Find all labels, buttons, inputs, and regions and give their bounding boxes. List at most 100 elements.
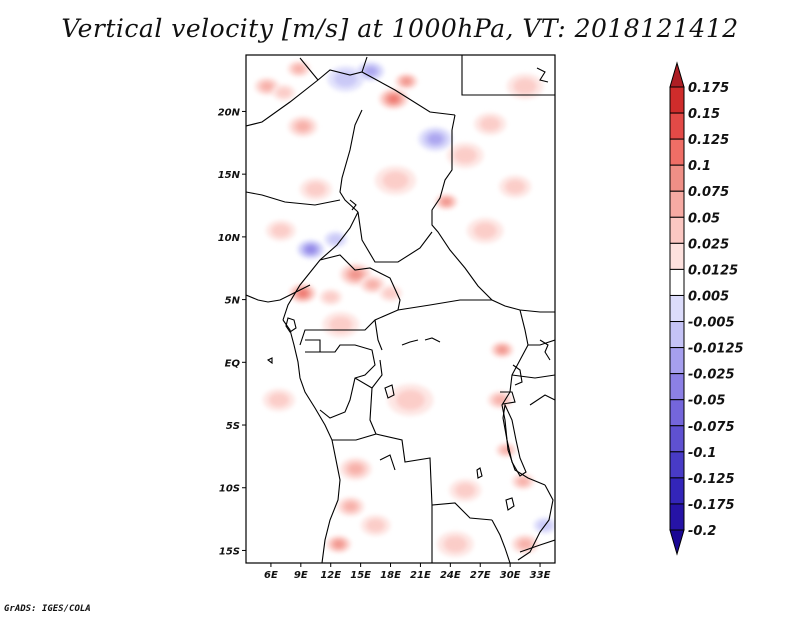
velocity-patch <box>329 316 352 333</box>
velocity-patch <box>455 483 476 498</box>
border-line <box>379 454 396 471</box>
colorbar-swatch <box>669 425 685 453</box>
colorbar-top-arrow <box>669 61 685 88</box>
colorbar-swatch <box>669 503 685 531</box>
footer-credit: GrADS: IGES/COLA <box>4 604 91 614</box>
velocity-patch <box>383 288 398 299</box>
velocity-patch <box>298 290 307 297</box>
border-line <box>305 344 376 419</box>
velocity-patch <box>442 198 451 205</box>
velocity-patch <box>305 182 326 197</box>
velocity-patch <box>480 117 501 131</box>
colorbar-swatch <box>669 347 685 375</box>
coastline <box>282 319 341 563</box>
y-tick-label: 10N <box>218 233 241 244</box>
y-tick-label: EQ <box>225 358 241 369</box>
y-tick-label: 15N <box>218 170 241 181</box>
y-tick-label: 5S <box>226 421 240 432</box>
border-line <box>511 374 555 379</box>
border-line <box>354 359 383 389</box>
border-line <box>357 211 433 263</box>
coastline <box>424 337 441 343</box>
coastline <box>349 199 357 211</box>
colorbar-swatch <box>669 268 685 296</box>
velocity-patch <box>366 280 379 289</box>
colorbar-label: -0.1 <box>688 446 716 461</box>
velocity-patch <box>323 292 338 302</box>
x-tick-label: 30E <box>500 570 521 581</box>
velocity-patch <box>261 82 273 91</box>
velocity-patch <box>296 121 310 132</box>
colorbar-swatch <box>669 138 685 166</box>
y-axis-ticks: 20N 15N 10N 5N EQ 5S 10S 15S <box>218 107 246 557</box>
border-line <box>529 394 555 406</box>
colorbar-label: -0.005 <box>688 316 735 331</box>
velocity-patch <box>366 518 385 532</box>
velocity-patch <box>427 133 444 145</box>
velocity-patch <box>402 78 411 85</box>
colorbar-swatch <box>669 373 685 401</box>
border-line <box>461 55 555 96</box>
colorbar-label: 0.005 <box>688 289 729 304</box>
velocity-patch <box>334 541 344 548</box>
border-line <box>299 254 401 346</box>
velocity-patch <box>344 502 357 511</box>
colorbar-swatch <box>669 477 685 505</box>
coastline <box>476 467 483 479</box>
border-line <box>305 339 321 353</box>
colorbar-swatch <box>669 190 685 218</box>
border-line <box>517 484 554 561</box>
colorbar-label: -0.05 <box>688 394 725 409</box>
velocity-patch <box>498 346 507 353</box>
coastline <box>502 403 527 477</box>
x-tick-label: 18E <box>380 570 401 581</box>
velocity-patch <box>348 463 363 474</box>
colorbar-swatch <box>669 294 685 323</box>
colorbar-swatch <box>669 164 685 192</box>
coastline <box>539 339 551 361</box>
x-tick-label: 21E <box>410 570 431 581</box>
colorbar-swatch <box>669 321 685 349</box>
coastline <box>401 339 419 346</box>
border-line <box>375 433 493 521</box>
page-title: Vertical velocity [m/s] at 1000hPa, VT: … <box>61 14 739 43</box>
velocity-patch <box>350 270 362 279</box>
velocity-patch <box>518 539 532 549</box>
coastline <box>512 364 523 386</box>
border-line <box>519 539 555 553</box>
colorbar-label: 0.1 <box>688 159 711 174</box>
y-tick-label: 20N <box>218 107 241 118</box>
colorbar-swatch <box>669 399 685 427</box>
colorbar-label: 0.175 <box>688 81 729 96</box>
colorbar-label: -0.075 <box>688 420 735 435</box>
colorbar-label: 0.15 <box>688 107 720 122</box>
border-line <box>361 56 368 73</box>
y-tick-label: 15S <box>219 546 240 557</box>
y-tick-label: 10S <box>219 484 240 495</box>
colorbar-label: -0.2 <box>688 524 716 539</box>
x-tick-label: 24E <box>440 570 461 581</box>
velocity-patch <box>276 87 291 98</box>
velocity-patch <box>269 393 289 407</box>
border-line <box>246 191 341 206</box>
colorbar-label: -0.025 <box>688 368 735 383</box>
velocity-patch <box>293 65 304 73</box>
coastline <box>384 384 395 399</box>
coastline <box>505 497 515 511</box>
velocity-patch <box>271 224 291 237</box>
velocity-patch <box>494 396 506 404</box>
border-line <box>397 299 492 311</box>
velocity-patch <box>513 78 537 95</box>
colorbar-label: 0.075 <box>688 185 729 200</box>
velocity-patch <box>364 67 377 76</box>
vertical-velocity-field <box>254 60 555 557</box>
coastline <box>246 284 311 303</box>
x-tick-label: 33E <box>530 570 551 581</box>
x-axis-ticks: 6E 9E 12E 15E 18E 21E 24E 27E 30E 33E <box>264 563 551 581</box>
colorbar: 0.175 0.15 0.125 0.1 0.075 0.05 0.025 0.0125 0.0… <box>669 61 744 556</box>
border-line <box>431 114 555 313</box>
velocity-patch <box>518 477 529 486</box>
y-tick-label: 5N <box>225 296 241 307</box>
x-tick-label: 27E <box>470 570 491 581</box>
